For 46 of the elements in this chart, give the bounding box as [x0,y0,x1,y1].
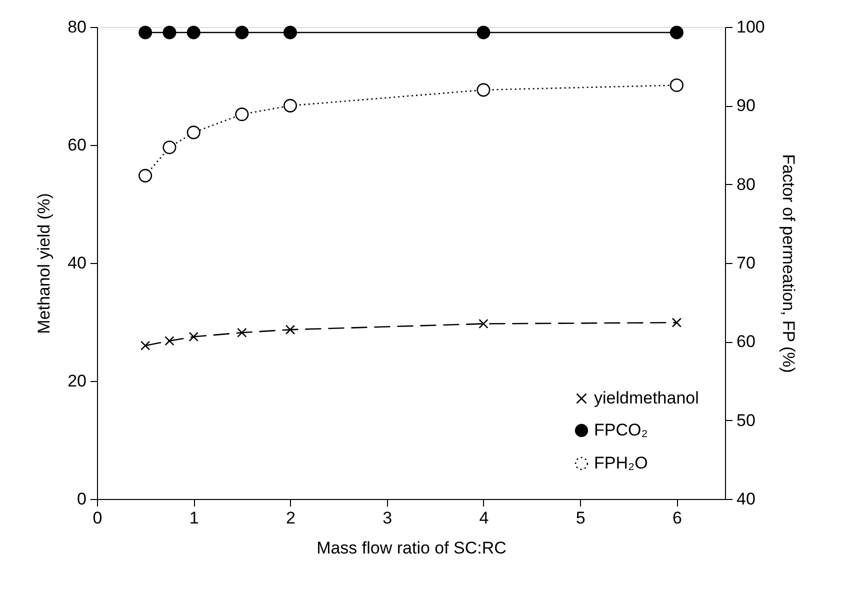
y2-tick-label: 50 [736,410,756,430]
legend-label: yieldmethanol [594,388,699,408]
point [670,78,684,92]
y2-tick-label: 70 [736,254,756,272]
point [478,318,488,329]
point [138,26,152,40]
point [235,108,249,122]
y2-tick-label: 80 [736,174,756,194]
x-axis-title: Mass flow ratio of SC:RC [316,538,506,558]
point [162,26,176,40]
point [188,332,198,342]
point [670,26,684,40]
point [285,324,296,335]
y2-tick-label: 90 [736,96,756,116]
point [283,26,298,40]
x-tick-label: 5 [576,508,586,528]
point [162,140,176,154]
x-tick-label: 3 [382,508,392,528]
y-axis-title: Methanol yield (%) [34,193,54,334]
y2-tick-label: 40 [736,490,756,508]
point [235,26,249,40]
point [186,26,200,40]
point [186,126,200,140]
point [476,83,490,97]
legend-label: FPCO₂ [594,420,648,440]
point [140,340,150,350]
y-tick-label: 40 [68,254,86,272]
y2-tick-label: 60 [736,332,756,352]
point [164,336,174,346]
point [672,318,682,328]
y2-tick-label: 100 [736,18,765,36]
y-tick-label: 20 [68,372,86,390]
legend-label: FPH₂O [594,454,648,472]
y-tick-label: 60 [68,136,86,154]
x-tick-label: 0 [92,508,102,528]
x-tick-label: 6 [672,508,682,528]
point [283,98,298,112]
x-tick-label: 1 [189,508,199,528]
point [138,168,152,182]
y2-axis-title: Factor of permeation, FP (%) [778,154,798,373]
point [237,328,247,338]
point [476,26,490,40]
x-tick-label: 2 [286,508,296,528]
x-tick-label: 4 [479,508,489,528]
y-tick-label: 0 [77,490,86,508]
y-tick-label: 80 [68,18,86,36]
